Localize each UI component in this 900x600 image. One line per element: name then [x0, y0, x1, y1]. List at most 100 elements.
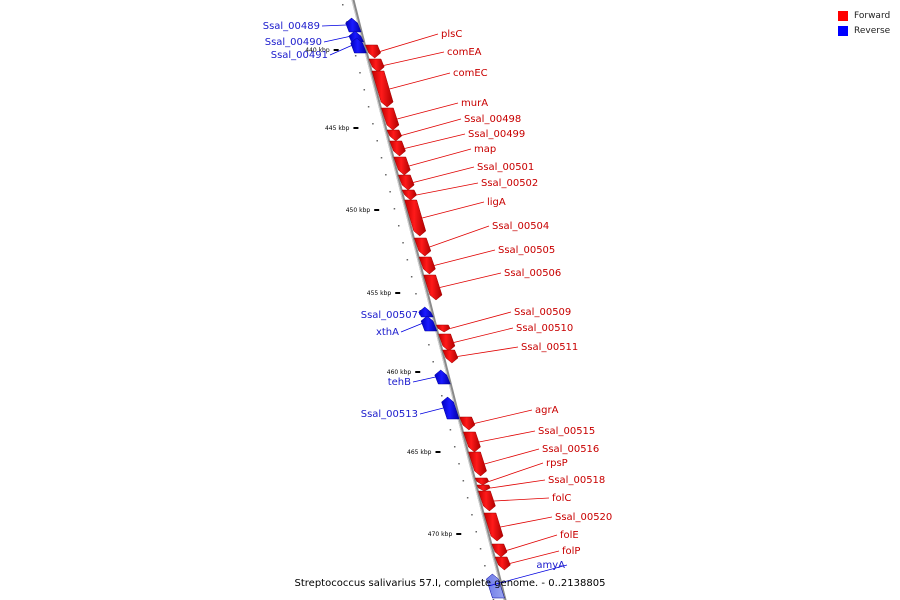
gene-folc-label[interactable]: folC	[552, 493, 571, 504]
gene-ssal_00489-label[interactable]: Ssal_00489	[263, 21, 320, 32]
ruler-dot	[453, 446, 456, 448]
forward-swatch-icon	[838, 11, 848, 21]
gene-comea-label[interactable]: comEA	[447, 47, 482, 58]
genome-caption: Streptococcus salivarius 57.I, complete …	[294, 578, 606, 589]
gene-ssal_00509-label[interactable]: Ssal_00509	[514, 307, 571, 318]
gene-label-leader	[453, 327, 514, 343]
gene-xtha-label[interactable]: xthA	[376, 327, 399, 338]
gene-ssal_00506-label[interactable]: Ssal_00506	[504, 268, 561, 279]
gene-ssal_00504-arrow[interactable]	[413, 237, 432, 257]
gene-ssal_00501-arrow[interactable]	[397, 174, 415, 191]
legend-reverse: Reverse	[838, 24, 898, 38]
gene-ssal_00515-arrow[interactable]	[463, 431, 481, 453]
gene-label-leader	[329, 45, 352, 56]
gene-label-leader	[429, 225, 490, 248]
gene-amya-arrow[interactable]	[486, 573, 505, 599]
gene-comea-arrow[interactable]	[368, 58, 385, 73]
gene-folp-label[interactable]: folP	[562, 546, 580, 557]
gene-liga-label[interactable]: ligA	[487, 197, 506, 208]
gene-ssal_00509-arrow[interactable]	[435, 324, 451, 333]
gene-label-leader	[416, 182, 479, 196]
gene-ssal_00506-arrow[interactable]	[423, 274, 443, 301]
ruler-dot	[372, 123, 374, 125]
ruler-dot	[402, 242, 404, 244]
ruler-dot	[410, 276, 413, 278]
gene-ssal_00505-label[interactable]: Ssal_00505	[498, 245, 555, 256]
gene-ssal_00516-label[interactable]: Ssal_00516	[542, 444, 599, 455]
gene-ssal_00501-label[interactable]: Ssal_00501	[477, 162, 534, 173]
gene-ssal_00510-label[interactable]: Ssal_00510	[516, 323, 573, 334]
gene-plsc-arrow[interactable]	[365, 44, 381, 59]
gene-ssal_00520-arrow[interactable]	[483, 512, 504, 542]
gene-tehb-label[interactable]: tehB	[388, 377, 411, 388]
gene-map-arrow[interactable]	[393, 156, 411, 176]
gene-ssal_00498-arrow[interactable]	[386, 129, 403, 142]
gene-ssal_00513-arrow[interactable]	[441, 396, 460, 420]
gene-label-leader	[506, 534, 558, 551]
gene-label-leader	[419, 407, 444, 415]
gene-rpsp-label[interactable]: rpsP	[546, 458, 568, 469]
gene-ssal_00491-label[interactable]: Ssal_00491	[271, 50, 328, 61]
gene-ssal_00505-arrow[interactable]	[418, 256, 436, 275]
gene-ssal_00502-label[interactable]: Ssal_00502	[481, 178, 538, 189]
ruler-label: 445 kbp	[325, 125, 350, 132]
gene-ssal_00513-label[interactable]: Ssal_00513	[361, 409, 418, 420]
ruler-dot	[479, 548, 482, 550]
gene-map-label[interactable]: map	[474, 144, 496, 155]
backbone-highlight	[351, 0, 505, 600]
gene-ssal_00518-arrow[interactable]	[476, 484, 491, 492]
gene-ssal_00499-label[interactable]: Ssal_00499	[468, 129, 525, 140]
gene-xtha-arrow[interactable]	[420, 315, 438, 332]
gene-ssal_00511-arrow[interactable]	[442, 349, 459, 364]
gene-mura-label[interactable]: murA	[461, 98, 488, 109]
gene-comec-label[interactable]: comEC	[453, 68, 488, 79]
gene-label-leader	[408, 148, 472, 167]
ruler-dot	[475, 531, 478, 533]
gene-mura-arrow[interactable]	[381, 107, 400, 131]
gene-label-leader	[500, 516, 553, 528]
gene-ssal_00515-label[interactable]: Ssal_00515	[538, 426, 595, 437]
gene-fole-arrow[interactable]	[491, 543, 508, 558]
ruler-label: 455 kbp	[367, 290, 392, 297]
gene-fole-label[interactable]: folE	[560, 530, 579, 541]
gene-ssal_00490-label[interactable]: Ssal_00490	[265, 37, 322, 48]
gene-folp-arrow[interactable]	[494, 556, 511, 571]
gene-label-leader	[323, 36, 350, 43]
gene-label-leader	[478, 430, 536, 443]
gene-ssal_00511-label[interactable]: Ssal_00511	[521, 342, 578, 353]
gene-agra-arrow[interactable]	[459, 416, 476, 431]
gene-ssal_00510-arrow[interactable]	[438, 333, 456, 352]
gene-plsc-label[interactable]: plsC	[441, 29, 462, 40]
gene-tehb-arrow[interactable]	[434, 369, 451, 385]
ruler-dot	[428, 344, 430, 346]
gene-rpsp-arrow[interactable]	[474, 477, 490, 486]
gene-amya-label[interactable]: amyA	[536, 560, 565, 571]
gene-ssal_00516-arrow[interactable]	[468, 451, 487, 477]
gene-label-leader	[493, 497, 550, 502]
gene-label-leader	[397, 102, 459, 120]
gene-ssal_00520-label[interactable]: Ssal_00520	[555, 512, 612, 523]
gene-liga-arrow[interactable]	[404, 199, 427, 237]
gene-ssal_00502-arrow[interactable]	[401, 189, 417, 201]
gene-ssal_00499-arrow[interactable]	[389, 140, 406, 157]
gene-label-leader	[400, 323, 423, 333]
gene-comec-arrow[interactable]	[371, 70, 394, 108]
ruler-dot	[376, 140, 378, 142]
gene-ssal_00491-arrow[interactable]	[350, 37, 367, 54]
ruler-label: 460 kbp	[387, 369, 412, 376]
gene-ssal_00498-label[interactable]: Ssal_00498	[464, 114, 521, 125]
gene-folc-arrow[interactable]	[478, 490, 496, 512]
reverse-swatch-icon	[838, 26, 848, 36]
gene-ssal_00507-label[interactable]: Ssal_00507	[361, 310, 418, 321]
genome-backbone	[351, 0, 507, 600]
ruler-dot	[462, 480, 465, 482]
gene-ssal_00518-label[interactable]: Ssal_00518	[548, 475, 605, 486]
gene-label-leader	[450, 311, 512, 329]
gene-agra-label[interactable]: agrA	[535, 405, 559, 416]
gene-ssal_00504-label[interactable]: Ssal_00504	[492, 221, 549, 232]
ruler-dot	[393, 208, 396, 210]
gene-label-leader	[490, 479, 546, 489]
gene-label-leader	[474, 409, 533, 424]
ruler-dot	[432, 361, 434, 363]
